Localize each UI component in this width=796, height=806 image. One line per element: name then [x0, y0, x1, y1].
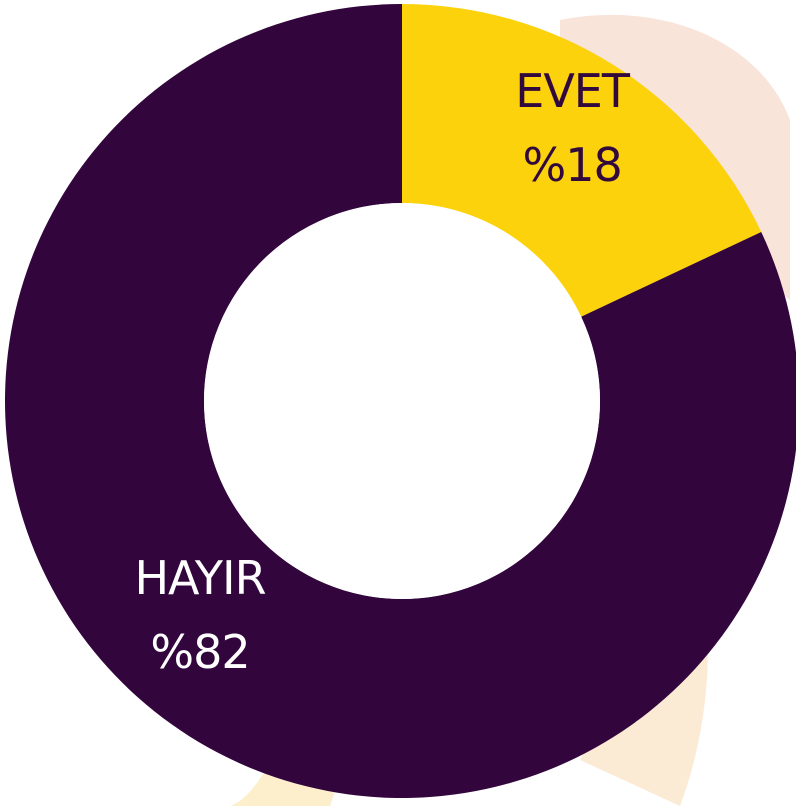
slice-hayir [5, 4, 796, 798]
slice-label-hayir: HAYIR [134, 551, 265, 605]
slices-group [5, 4, 796, 798]
donut-hole [204, 203, 600, 599]
slice-evet [402, 4, 762, 317]
labels-group: EVET %18 HAYIR %82 [134, 64, 631, 679]
slice-value-evet: %18 [523, 138, 622, 192]
slice-label-evet: EVET [515, 64, 631, 118]
slice-value-hayir: %82 [150, 625, 249, 679]
